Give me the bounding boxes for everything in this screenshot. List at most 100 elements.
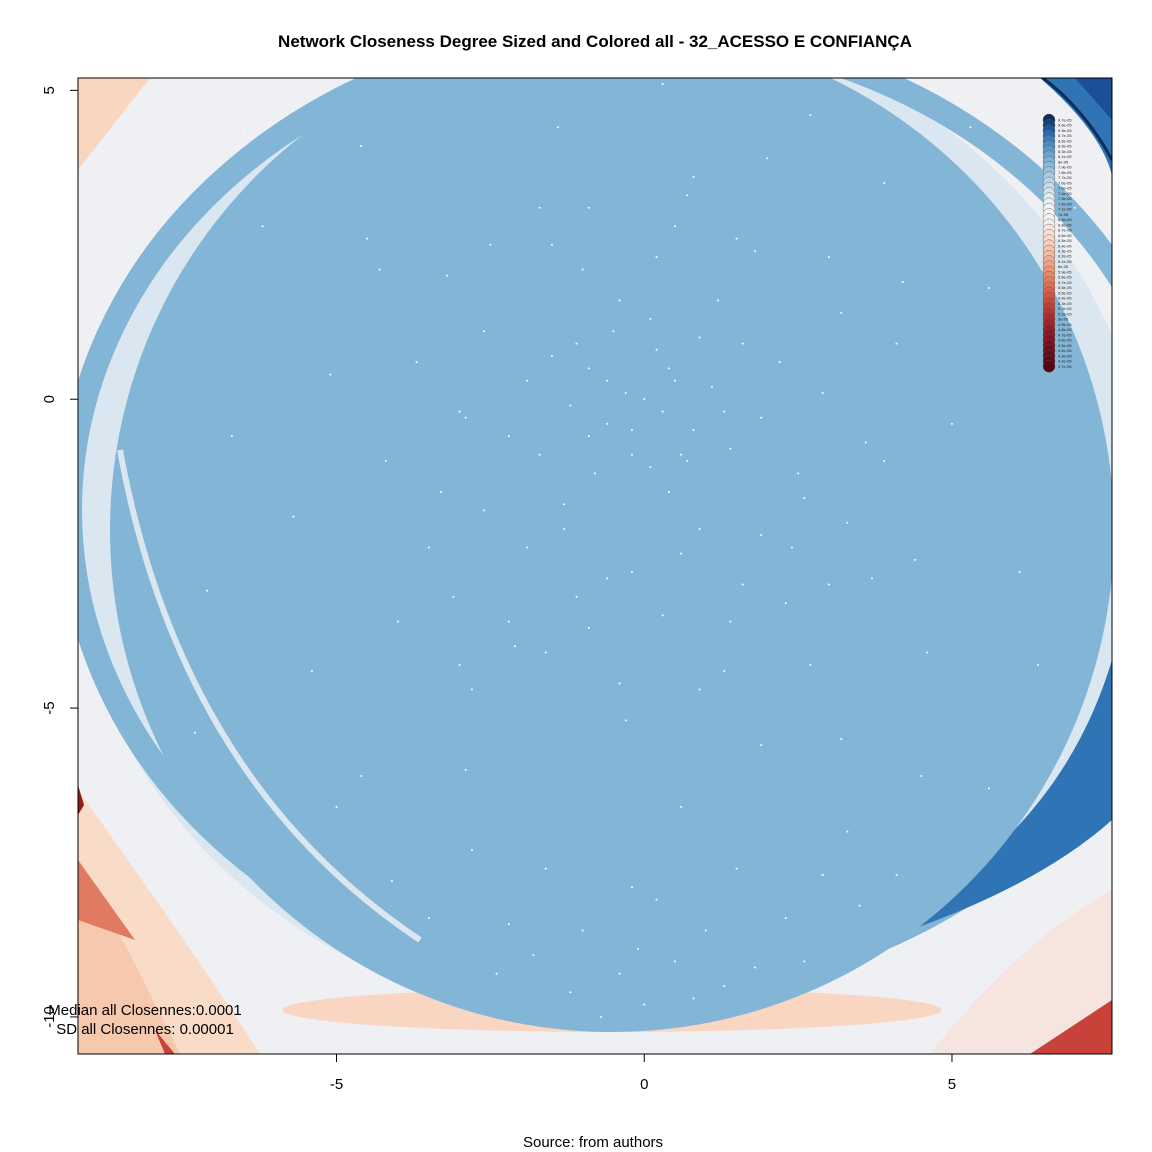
network-node <box>360 144 363 147</box>
x-axis: -5 0 5 <box>330 1053 956 1093</box>
network-node <box>630 429 633 432</box>
legend-label: 5.2e-05 <box>1058 306 1072 311</box>
network-node <box>809 114 812 117</box>
legend-label: 7.8e-05 <box>1058 170 1072 175</box>
legend-label: 7.3e-05 <box>1058 196 1072 201</box>
network-node <box>206 589 209 592</box>
legend-label: 9.3e-05 <box>1058 128 1072 133</box>
network-node <box>513 645 516 648</box>
network-node <box>587 206 590 209</box>
legend-label: 8.5e-05 <box>1058 144 1072 149</box>
network-node <box>710 385 713 388</box>
network-node <box>723 670 726 673</box>
network-node <box>532 954 535 957</box>
network-node <box>846 830 849 833</box>
left-red-shard <box>155 1030 175 1054</box>
network-node <box>544 651 547 654</box>
legend-label: 7.6e-05 <box>1058 180 1072 185</box>
top-right-dark-arc <box>1042 78 1112 161</box>
network-node <box>760 744 763 747</box>
network-node <box>680 805 683 808</box>
network-node <box>575 595 578 598</box>
legend-label: 8e-05 <box>1058 159 1069 164</box>
network-node <box>495 972 498 975</box>
network-node <box>427 546 430 549</box>
x-tick-label: 5 <box>948 1076 956 1093</box>
network-node <box>637 947 640 950</box>
network-node <box>883 182 886 185</box>
network-node <box>261 225 264 228</box>
network-node <box>895 342 898 345</box>
network-node <box>193 731 196 734</box>
legend-label: 7e-05 <box>1058 212 1069 217</box>
network-node <box>704 929 707 932</box>
y-tick-label: 5 <box>41 86 58 94</box>
network-node <box>643 398 646 401</box>
network-node <box>655 898 658 901</box>
network-node <box>846 521 849 524</box>
network-node <box>655 256 658 259</box>
network-node <box>526 379 529 382</box>
network-node <box>858 904 861 907</box>
network-node <box>674 379 677 382</box>
legend-label: 6.1e-05 <box>1058 259 1072 264</box>
y-tick-label: -5 <box>41 701 58 714</box>
legend-label: 4.6e-05 <box>1058 338 1072 343</box>
network-node <box>827 583 830 586</box>
network-node <box>470 688 473 691</box>
network-node <box>550 243 553 246</box>
legend-swatch <box>1042 360 1056 373</box>
legend-label: 6.9e-05 <box>1058 217 1072 222</box>
node-main-disc <box>110 78 1112 1032</box>
legend-label: 5.9e-05 <box>1058 269 1072 274</box>
network-node <box>230 435 233 438</box>
legend-label: 5.6e-05 <box>1058 285 1072 290</box>
legend-label: 7.9e-05 <box>1058 165 1072 170</box>
network-node <box>397 620 400 623</box>
network-node <box>661 410 664 413</box>
legend: 9.7e-059.6e-059.3e-058.7e-058.6e-058.5e-… <box>1042 113 1072 373</box>
network-node <box>778 361 781 364</box>
network-node <box>864 441 867 444</box>
network-node <box>901 280 904 283</box>
legend-label: 5.1e-05 <box>1058 311 1072 316</box>
network-node <box>649 466 652 469</box>
network-node <box>987 787 990 790</box>
network-node <box>883 459 886 462</box>
network-node <box>440 58 442 60</box>
network-node <box>741 583 744 586</box>
legend-label: 5.8e-05 <box>1058 275 1072 280</box>
legend-label: 9.7e-05 <box>1058 118 1072 123</box>
legend-label: 9.6e-05 <box>1058 123 1072 128</box>
inner-light-arc <box>117 449 422 943</box>
median-annotation: Median all Closennes:0.0001 <box>48 1002 241 1019</box>
network-node <box>784 602 787 605</box>
network-node <box>446 274 449 277</box>
network-node <box>507 620 510 623</box>
network-node <box>821 392 824 395</box>
network-node <box>618 682 621 685</box>
legend-label: 4.9e-05 <box>1058 322 1072 327</box>
legend-label: 5.7e-05 <box>1058 280 1072 285</box>
network-node <box>587 435 590 438</box>
network-node <box>618 299 621 302</box>
network-node <box>661 614 664 617</box>
network-node <box>661 83 664 86</box>
y-tick-label: -10 <box>41 1006 58 1028</box>
network-node <box>926 651 929 654</box>
network-node <box>581 929 584 932</box>
corner-top-left-region <box>78 78 150 170</box>
x-tick-label: 0 <box>640 1076 648 1093</box>
network-node <box>458 410 461 413</box>
legend-label: 8.6e-05 <box>1058 138 1072 143</box>
network-node <box>587 626 590 629</box>
network-node <box>624 392 627 395</box>
legend-label: 6.7e-05 <box>1058 228 1072 233</box>
network-node <box>729 447 732 450</box>
network-node <box>538 206 541 209</box>
network-node <box>507 435 510 438</box>
network-node <box>840 311 843 314</box>
network-node <box>606 379 609 382</box>
network-node <box>760 534 763 537</box>
